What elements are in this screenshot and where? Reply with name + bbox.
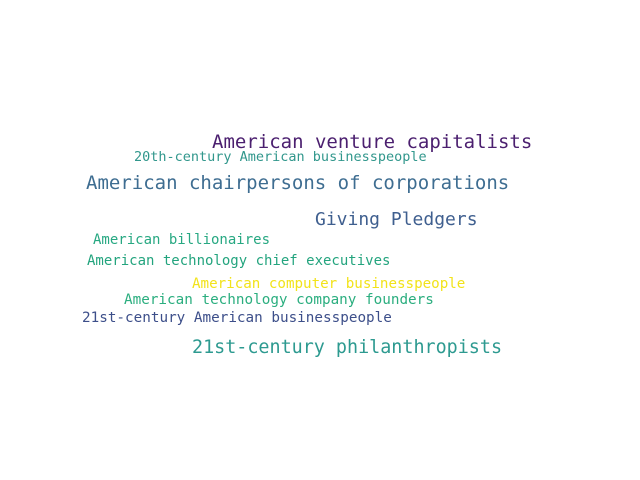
word-21st-century-philanthropists: 21st-century philanthropists — [192, 337, 503, 358]
word-american-technology-chief-executives: American technology chief executives — [87, 253, 391, 269]
word-american-chairpersons-of-corporations: American chairpersons of corporations — [86, 172, 510, 194]
word-21st-century-american-businesspeople: 21st-century American businesspeople — [82, 310, 392, 326]
word-giving-pledgers: Giving Pledgers — [315, 209, 478, 230]
word-american-technology-company-founders: American technology company founders — [124, 292, 434, 308]
word-american-billionaires: American billionaires — [93, 232, 271, 248]
word-american-computer-businesspeople: American computer businesspeople — [192, 276, 466, 292]
word-20th-century-american-businesspeople: 20th-century American businesspeople — [134, 149, 427, 165]
word-american-venture-capitalists: American venture capitalists — [212, 131, 533, 153]
